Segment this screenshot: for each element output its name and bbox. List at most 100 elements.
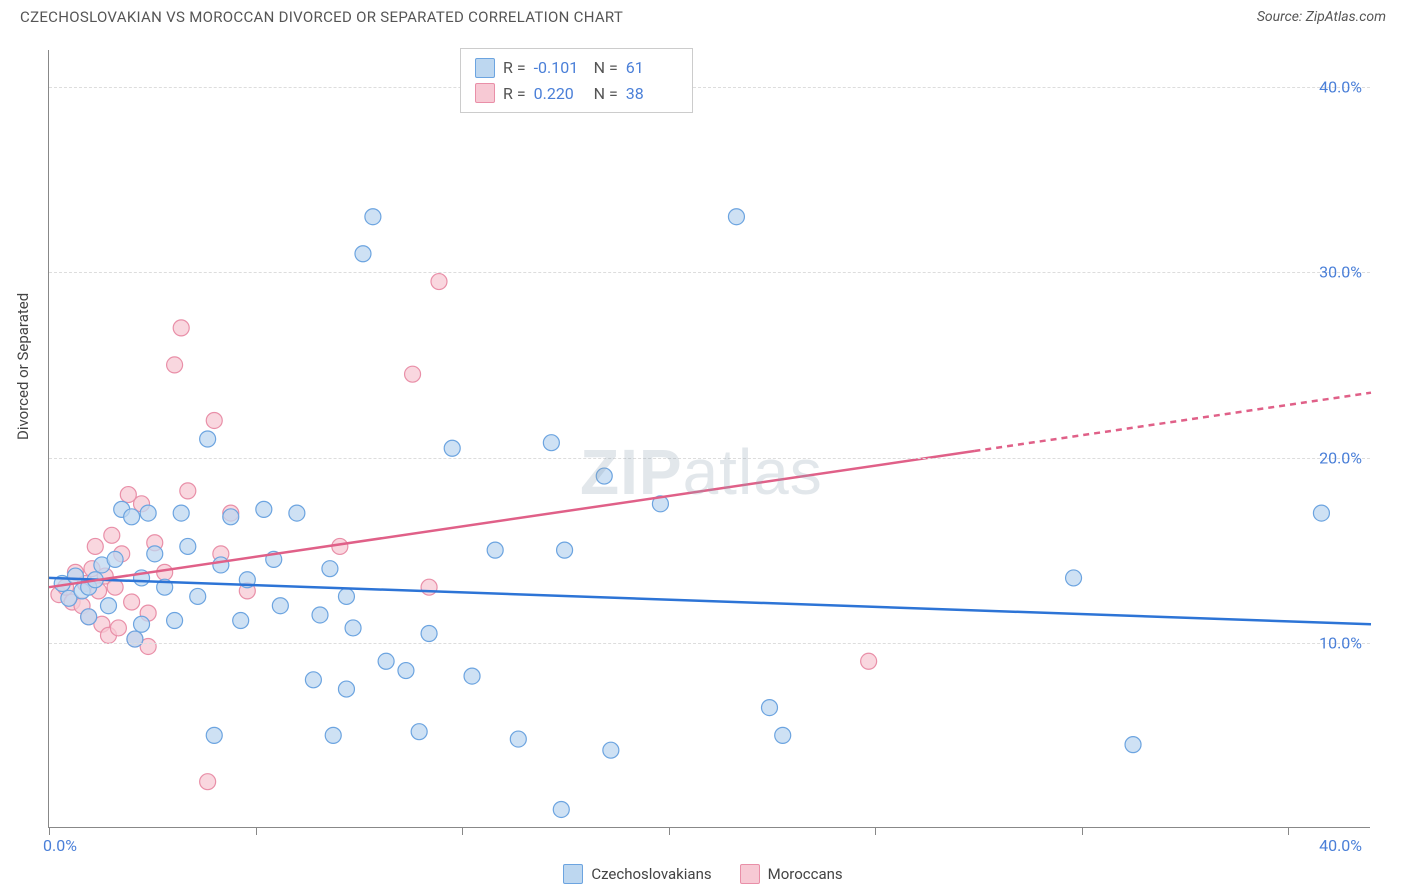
gridline [49, 272, 1370, 273]
x-axis-max-label: 40.0% [1319, 836, 1362, 855]
data-point [127, 631, 143, 647]
trend-line [49, 451, 974, 587]
legend-label-pink: Moroccans [768, 865, 843, 883]
legend-swatch-blue [563, 864, 583, 884]
data-point [81, 609, 97, 625]
x-tick [1082, 827, 1083, 835]
data-point [100, 598, 116, 614]
data-point [206, 727, 222, 743]
gridline [49, 643, 1370, 644]
chart-header: CZECHOSLOVAKIAN VS MOROCCAN DIVORCED OR … [0, 0, 1406, 30]
data-point [200, 774, 216, 790]
x-tick [462, 827, 463, 835]
x-axis-min-label: 0.0% [43, 836, 77, 855]
data-point [256, 501, 272, 517]
stats-row-blue: R = -0.101 N = 61 [475, 55, 678, 81]
data-point [775, 727, 791, 743]
data-point [325, 727, 341, 743]
data-point [444, 440, 460, 456]
data-point [1313, 505, 1329, 521]
data-point [124, 509, 140, 525]
data-point [200, 431, 216, 447]
x-tick [256, 827, 257, 835]
data-point [487, 542, 503, 558]
data-point [728, 209, 744, 225]
data-point [861, 653, 877, 669]
source-label: Source: ZipAtlas.com [1257, 9, 1386, 25]
legend: Czechoslovakians Moroccans [0, 864, 1406, 884]
data-point [190, 588, 206, 604]
n-value-blue: 61 [626, 55, 678, 81]
r-label: R = [503, 81, 526, 107]
swatch-blue [475, 58, 495, 78]
data-point [603, 742, 619, 758]
data-point [223, 509, 239, 525]
data-point [124, 594, 140, 610]
r-value-pink: 0.220 [534, 81, 586, 107]
y-tick-label: 20.0% [1319, 448, 1362, 467]
data-point [180, 538, 196, 554]
data-point [110, 620, 126, 636]
x-tick [1288, 827, 1289, 835]
n-value-pink: 38 [626, 81, 678, 107]
data-point [557, 542, 573, 558]
r-value-blue: -0.101 [534, 55, 586, 81]
data-point [322, 561, 338, 577]
data-point [355, 246, 371, 262]
legend-item-pink: Moroccans [740, 864, 843, 884]
data-point [405, 366, 421, 382]
data-point [107, 551, 123, 567]
data-point [338, 681, 354, 697]
legend-item-blue: Czechoslovakians [563, 864, 711, 884]
n-label: N = [594, 55, 618, 81]
y-tick-label: 40.0% [1319, 78, 1362, 97]
data-point [365, 209, 381, 225]
data-point [421, 579, 437, 595]
data-point [213, 557, 229, 573]
correlation-stats-box: R = -0.101 N = 61 R = 0.220 N = 38 [460, 48, 693, 113]
data-point [167, 357, 183, 373]
trend-line [974, 393, 1371, 451]
data-point [398, 663, 414, 679]
data-point [1125, 737, 1141, 753]
plot-svg [49, 50, 1370, 827]
stats-row-pink: R = 0.220 N = 38 [475, 81, 678, 107]
data-point [1066, 570, 1082, 586]
data-point [305, 672, 321, 688]
data-point [147, 546, 163, 562]
scatter-chart: 0.0% 40.0% 10.0%20.0%30.0%40.0% [48, 50, 1370, 828]
swatch-pink [475, 83, 495, 103]
data-point [761, 700, 777, 716]
chart-title: CZECHOSLOVAKIAN VS MOROCCAN DIVORCED OR … [20, 8, 623, 26]
data-point [596, 468, 612, 484]
data-point [510, 731, 526, 747]
data-point [233, 613, 249, 629]
r-label: R = [503, 55, 526, 81]
y-tick-label: 30.0% [1319, 263, 1362, 282]
legend-label-blue: Czechoslovakians [591, 865, 711, 883]
y-tick-label: 10.0% [1319, 633, 1362, 652]
data-point [157, 564, 173, 580]
data-point [289, 505, 305, 521]
data-point [345, 620, 361, 636]
data-point [180, 483, 196, 499]
legend-swatch-pink [740, 864, 760, 884]
data-point [553, 801, 569, 817]
data-point [464, 668, 480, 684]
data-point [312, 607, 328, 623]
gridline [49, 87, 1370, 88]
data-point [411, 724, 427, 740]
data-point [134, 616, 150, 632]
data-point [140, 505, 156, 521]
n-label: N = [594, 81, 618, 107]
data-point [338, 588, 354, 604]
x-tick [875, 827, 876, 835]
data-point [87, 538, 103, 554]
data-point [206, 412, 222, 428]
gridline [49, 458, 1370, 459]
data-point [167, 613, 183, 629]
y-axis-title: Divorced or Separated [14, 293, 32, 440]
data-point [104, 527, 120, 543]
data-point [431, 274, 447, 290]
data-point [173, 505, 189, 521]
